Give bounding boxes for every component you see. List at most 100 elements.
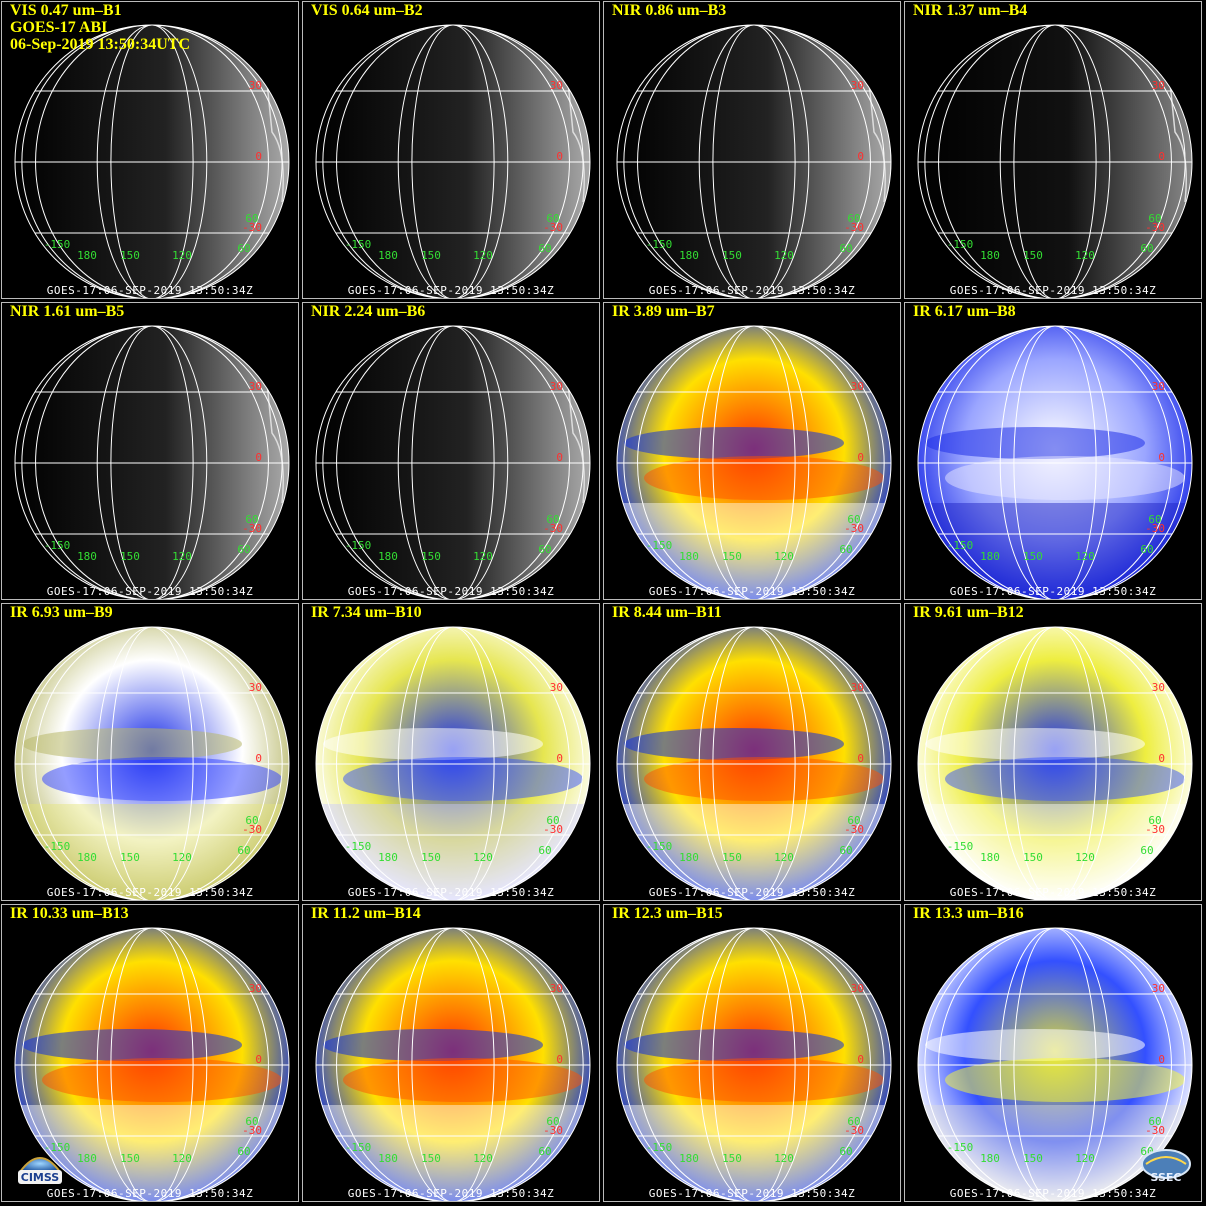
latitude-label: 30 bbox=[550, 681, 563, 694]
latitude-label: -30 bbox=[1145, 221, 1165, 234]
panel-footer-timestamp: GOES-17:06-SEP-2019 13:50:34Z bbox=[648, 585, 856, 598]
edge-longitude-label: 60 bbox=[546, 814, 559, 827]
longitude-label: 60 bbox=[538, 844, 551, 857]
latitude-label: -30 bbox=[543, 1124, 563, 1137]
latitude-label: 0 bbox=[255, 1053, 262, 1066]
latitude-label: 0 bbox=[556, 752, 563, 765]
latitude-label: 30 bbox=[1152, 380, 1165, 393]
band-panel: 30 0 -30 -150 180 150 120 60 60 NIR 2.24 um–B6 GOE… bbox=[302, 302, 600, 600]
edge-longitude-label: 60 bbox=[245, 1115, 258, 1128]
longitude-label: 180 bbox=[77, 550, 97, 563]
longitude-label: 150 bbox=[722, 550, 742, 563]
latitude-label: 30 bbox=[851, 681, 864, 694]
latitude-label: 0 bbox=[255, 150, 262, 163]
longitude-label: -150 bbox=[44, 539, 71, 552]
longitude-label: -150 bbox=[646, 1141, 673, 1154]
latitude-label: 30 bbox=[550, 79, 563, 92]
longitude-label: 120 bbox=[774, 851, 794, 864]
latitude-label: 0 bbox=[857, 1053, 864, 1066]
edge-longitude-label: 60 bbox=[546, 1115, 559, 1128]
latitude-label: 0 bbox=[1158, 150, 1165, 163]
longitude-label: -150 bbox=[646, 238, 673, 251]
longitude-label: 180 bbox=[679, 249, 699, 262]
longitude-label: -150 bbox=[44, 840, 71, 853]
longitude-label: 180 bbox=[378, 249, 398, 262]
panel-footer-timestamp: GOES-17:06-SEP-2019 13:50:34Z bbox=[347, 284, 555, 297]
longitude-label: -150 bbox=[44, 238, 71, 251]
longitude-label: -150 bbox=[646, 539, 673, 552]
satellite-name: GOES-17 ABI bbox=[10, 19, 108, 36]
edge-longitude-label: 60 bbox=[546, 513, 559, 526]
longitude-label: 60 bbox=[538, 1145, 551, 1158]
longitude-label: -150 bbox=[947, 539, 974, 552]
panel-footer-timestamp: GOES-17:06-SEP-2019 13:50:34Z bbox=[46, 284, 254, 297]
latitude-label: 30 bbox=[249, 79, 262, 92]
longitude-label: 180 bbox=[980, 249, 1000, 262]
panel-footer-timestamp: GOES-17:06-SEP-2019 13:50:34Z bbox=[949, 886, 1157, 899]
longitude-label: 180 bbox=[980, 851, 1000, 864]
longitude-label: 60 bbox=[839, 844, 852, 857]
ssec-logo: SSEC bbox=[1140, 1142, 1192, 1186]
panel-footer-timestamp: GOES-17:06-SEP-2019 13:50:34Z bbox=[347, 585, 555, 598]
observation-datetime: 06-Sep-2019 13:50:34UTC bbox=[10, 36, 190, 53]
longitude-label: 60 bbox=[1140, 844, 1153, 857]
longitude-label: 150 bbox=[722, 851, 742, 864]
longitude-label: -150 bbox=[345, 1141, 372, 1154]
latitude-label: 0 bbox=[857, 150, 864, 163]
band-label: IR 7.34 um–B10 bbox=[311, 604, 422, 621]
longitude-label: 120 bbox=[473, 249, 493, 262]
edge-longitude-label: 60 bbox=[1148, 814, 1161, 827]
ssec-logo-icon bbox=[1141, 1149, 1191, 1179]
longitude-label: 120 bbox=[774, 1152, 794, 1165]
band-panel: 30 0 -30 -150 180 150 120 60 60 IR 10.33 um–B13 GO… bbox=[1, 904, 299, 1202]
longitude-label: 180 bbox=[77, 1152, 97, 1165]
longitude-label: 60 bbox=[1140, 543, 1153, 556]
band-label: IR 6.93 um–B9 bbox=[10, 604, 113, 621]
longitude-label: 120 bbox=[172, 1152, 192, 1165]
band-panel: 30 0 -30 -150 180 150 120 60 60 IR 6.93 um–B9 GOES… bbox=[1, 603, 299, 901]
band-panel: 30 0 -30 -150 180 150 120 60 60 IR 6.17 um–B8 GOES… bbox=[904, 302, 1202, 600]
band-panel: 30 0 -30 -150 180 150 120 60 60 IR 7.34 um–B10 GOE… bbox=[302, 603, 600, 901]
edge-longitude-label: 60 bbox=[847, 212, 860, 225]
longitude-label: 150 bbox=[421, 1152, 441, 1165]
latitude-label: 0 bbox=[857, 451, 864, 464]
latitude-label: -30 bbox=[242, 221, 262, 234]
longitude-label: 60 bbox=[839, 242, 852, 255]
band-panel: 30 0 -30 -150 180 150 120 60 60 IR 8.44 um–B11 GOE… bbox=[603, 603, 901, 901]
longitude-label: -150 bbox=[345, 539, 372, 552]
latitude-label: 0 bbox=[556, 1053, 563, 1066]
band-label: IR 3.89 um–B7 bbox=[612, 303, 715, 320]
longitude-label: 180 bbox=[679, 1152, 699, 1165]
longitude-label: -150 bbox=[345, 840, 372, 853]
longitude-label: 150 bbox=[421, 550, 441, 563]
longitude-label: 60 bbox=[839, 543, 852, 556]
longitude-label: 150 bbox=[120, 851, 140, 864]
latitude-label: -30 bbox=[844, 1124, 864, 1137]
band-label: NIR 1.37 um–B4 bbox=[913, 2, 1028, 19]
longitude-label: 60 bbox=[839, 1145, 852, 1158]
edge-longitude-label: 60 bbox=[1148, 1115, 1161, 1128]
cimss-logo-icon bbox=[18, 1157, 62, 1184]
latitude-label: 30 bbox=[851, 79, 864, 92]
panel-footer-timestamp: GOES-17:06-SEP-2019 13:50:34Z bbox=[648, 886, 856, 899]
ssec-logo-text: SSEC bbox=[1150, 1171, 1182, 1184]
longitude-label: 180 bbox=[378, 851, 398, 864]
band-panel: 30 0 -30 -150 180 150 120 60 60 IR 3.89 um–B7 GOES… bbox=[603, 302, 901, 600]
longitude-label: 120 bbox=[1075, 550, 1095, 563]
band-label: IR 13.3 um–B16 bbox=[913, 905, 1024, 922]
latitude-label: 0 bbox=[1158, 752, 1165, 765]
panel-footer-timestamp: GOES-17:06-SEP-2019 13:50:34Z bbox=[648, 1187, 856, 1200]
panel-footer-timestamp: GOES-17:06-SEP-2019 13:50:34Z bbox=[949, 585, 1157, 598]
latitude-label: 0 bbox=[255, 451, 262, 464]
longitude-label: 120 bbox=[774, 550, 794, 563]
longitude-label: 150 bbox=[1023, 249, 1043, 262]
latitude-label: -30 bbox=[543, 522, 563, 535]
